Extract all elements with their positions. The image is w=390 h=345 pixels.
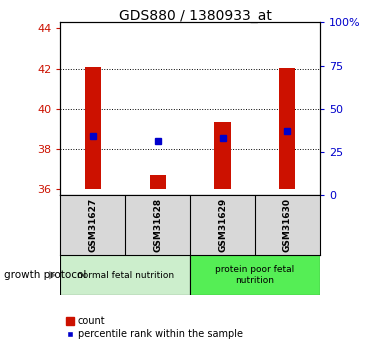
FancyBboxPatch shape [60, 255, 190, 295]
Bar [150, 175, 166, 189]
Text: normal fetal nutrition: normal fetal nutrition [77, 270, 174, 280]
Text: GSM31628: GSM31628 [153, 198, 162, 252]
Text: GSM31629: GSM31629 [218, 198, 227, 252]
Bar [279, 68, 296, 189]
Text: GSM31630: GSM31630 [283, 198, 292, 252]
Polygon shape [49, 271, 56, 279]
Bar [215, 122, 230, 189]
FancyBboxPatch shape [190, 255, 320, 295]
Text: GSM31627: GSM31627 [89, 198, 98, 252]
Legend: count, percentile rank within the sample: count, percentile rank within the sample [65, 315, 244, 340]
Bar [85, 67, 101, 189]
Text: protein poor fetal
nutrition: protein poor fetal nutrition [215, 265, 294, 285]
Text: growth protocol: growth protocol [4, 270, 86, 280]
Text: GDS880 / 1380933_at: GDS880 / 1380933_at [119, 9, 271, 23]
